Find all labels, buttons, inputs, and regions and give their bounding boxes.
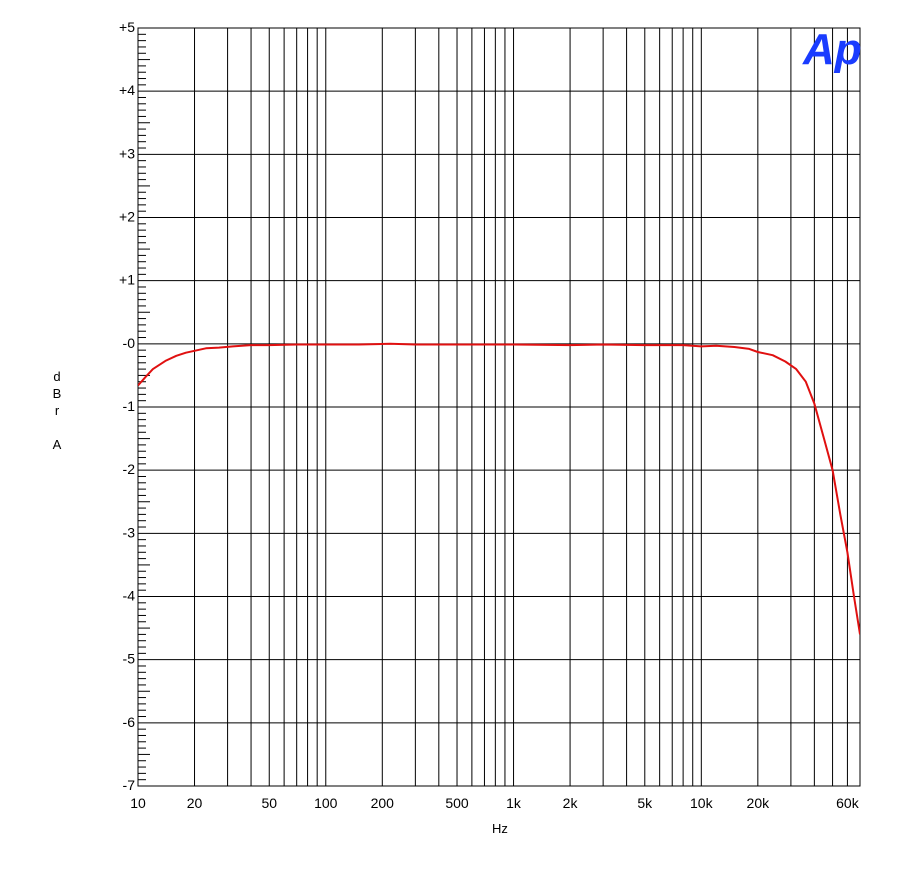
y-tick-label: +5	[119, 19, 135, 35]
x-tick-label: 1k	[506, 795, 522, 811]
plot-frame	[137, 27, 861, 787]
x-tick-label: 10k	[690, 795, 714, 811]
y-axis-label-char: d	[53, 369, 60, 384]
y-tick-label: -3	[123, 524, 136, 540]
x-tick-label: 20k	[747, 795, 771, 811]
y-axis-label: dBr A	[53, 369, 62, 452]
y-tick-label: -5	[123, 651, 136, 667]
x-tick-label: 10	[130, 795, 146, 811]
grid	[138, 28, 860, 786]
x-tick-label: 5k	[637, 795, 653, 811]
y-tick-label: +4	[119, 82, 135, 98]
y-tick-labels: +5 +4 +3 +2 +1 -0 -1 -2 -3 -4 -5 -6 -7	[119, 19, 135, 793]
ap-logo: Ap	[802, 25, 862, 74]
y-tick-label: -4	[123, 588, 136, 604]
y-tick-label: +3	[119, 145, 135, 161]
y-tick-label: +1	[119, 272, 135, 288]
x-tick-label: 2k	[563, 795, 579, 811]
x-tick-label: 100	[314, 795, 338, 811]
x-axis-label: Hz	[492, 821, 508, 836]
y-tick-label: -6	[123, 714, 136, 730]
x-tick-label: 200	[371, 795, 395, 811]
y-axis-label-char: r	[55, 403, 60, 418]
y-axis-label-char: B	[53, 386, 62, 401]
y-tick-label: -2	[123, 461, 136, 477]
x-tick-labels: 10 20 50 100 200 500 1k 2k 5k 10k 20k 60k	[130, 795, 860, 811]
y-tick-label: -1	[123, 398, 136, 414]
y-axis-label-char: A	[53, 437, 62, 452]
x-tick-label: 50	[261, 795, 277, 811]
y-tick-label: -0	[123, 335, 136, 351]
y-tick-label: -7	[123, 777, 136, 793]
y-minor-ticks	[138, 33, 150, 781]
x-tick-label: 60k	[836, 795, 860, 811]
x-tick-label: 20	[187, 795, 203, 811]
x-tick-label: 500	[445, 795, 469, 811]
y-tick-label: +2	[119, 209, 135, 225]
series-line	[138, 342, 860, 635]
series-layer	[138, 342, 860, 635]
